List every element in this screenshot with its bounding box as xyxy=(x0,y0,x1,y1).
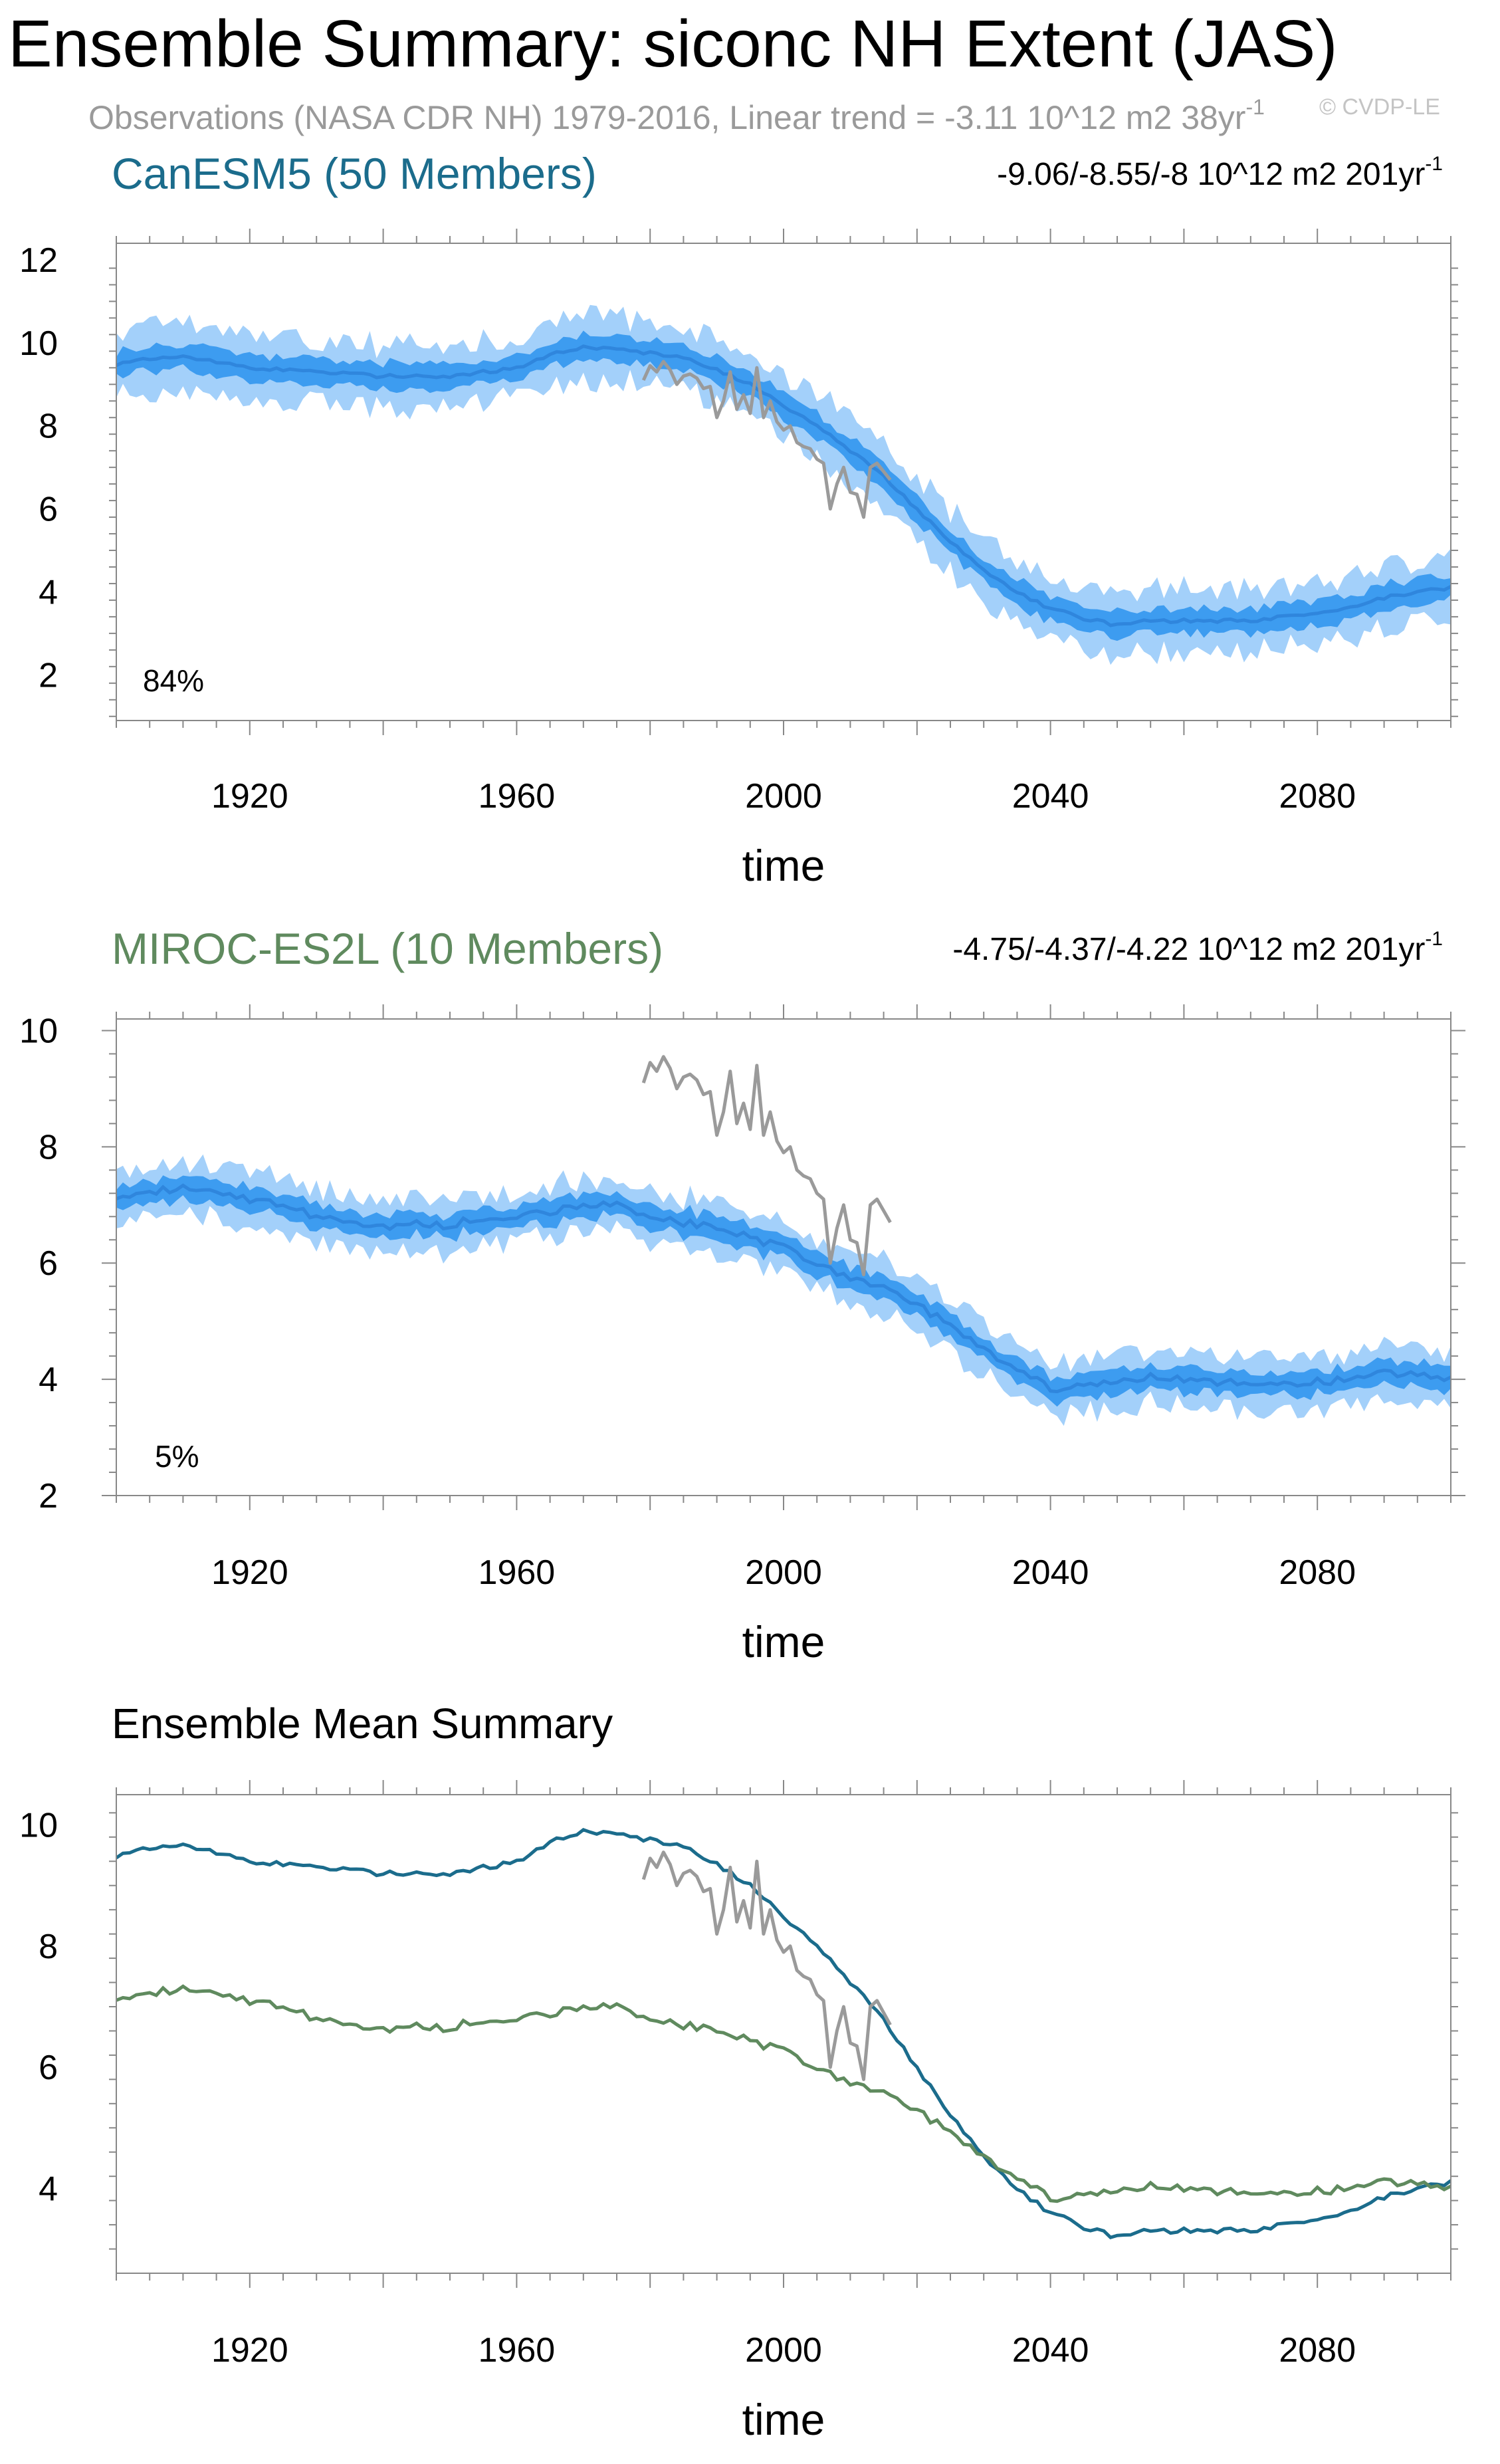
x-tick-label: 1920 xyxy=(211,1553,288,1592)
x-tick-label: 1960 xyxy=(479,777,556,816)
x-tick-label: 1960 xyxy=(479,1553,556,1592)
chart-panel-3: Ensemble Mean Summary 1920 1960 2000 2040 208… xyxy=(19,1700,1458,2444)
y-tick-label: 6 xyxy=(39,491,58,529)
y-tick-label: 4 xyxy=(39,1361,58,1399)
subtitle-exponent: -1 xyxy=(1245,95,1264,119)
y-tick-label: 8 xyxy=(39,407,58,446)
x-tick-label: 2080 xyxy=(1279,777,1356,816)
x-tick-label: 2000 xyxy=(745,777,822,816)
plot-area xyxy=(116,304,1451,665)
x-tick-label: 2080 xyxy=(1279,2331,1356,2370)
y-tick-label: 4 xyxy=(39,573,58,612)
chart-panel-2: MIROC-ES2L (10 Members) -4.75/-4.37/-4.22… xyxy=(19,924,1465,1666)
plot-area xyxy=(116,1154,1451,1426)
series-line-1 xyxy=(116,1827,1451,2240)
x-tick-label: 2000 xyxy=(745,1553,822,1592)
panel-title: CanESM5 (50 Members) xyxy=(112,149,597,198)
trend-text: -9.06/-8.55/-8 10^12 m2 201yr xyxy=(997,157,1425,192)
chart-panel-1: CanESM5 (50 Members) -9.06/-8.55/-8 10^12… xyxy=(19,149,1458,890)
ensemble-mean-line xyxy=(116,1183,1451,1394)
trend-exponent: -1 xyxy=(1425,928,1443,950)
y-tick-label: 12 xyxy=(19,241,58,280)
x-axis-label: time xyxy=(742,2395,825,2444)
panels-container: CanESM5 (50 Members) -9.06/-8.55/-8 10^12… xyxy=(19,149,1465,2444)
trend-label: -9.06/-8.55/-8 10^12 m2 201yr-1 xyxy=(997,153,1443,192)
plot-area xyxy=(116,1827,1451,2240)
figure-subtitle: Observations (NASA CDR NH) 1979-2016, Li… xyxy=(88,95,1265,136)
y-tick-label: 2 xyxy=(39,656,58,695)
ensemble-inner-band xyxy=(116,1175,1451,1407)
y-tick-label: 10 xyxy=(19,1807,58,1845)
trend-exponent: -1 xyxy=(1425,153,1443,175)
panel-title: Ensemble Mean Summary xyxy=(112,1700,613,1747)
y-tick-label: 8 xyxy=(39,1928,58,1966)
figure-title: Ensemble Summary: siconc NH Extent (JAS) xyxy=(8,7,1338,81)
watermark: © CVDP-LE xyxy=(1319,94,1440,120)
trend-text: -4.75/-4.37/-4.22 10^12 m2 201yr xyxy=(952,932,1425,967)
percent-label: 84% xyxy=(143,663,204,698)
y-tick-label: 6 xyxy=(39,2049,58,2087)
x-axis-label: time xyxy=(742,841,825,890)
y-tick-label: 4 xyxy=(39,2170,58,2208)
x-tick-label: 2040 xyxy=(1012,2331,1089,2370)
observations-line xyxy=(641,360,892,519)
ensemble-inner-band xyxy=(116,330,1451,641)
x-tick-label: 2000 xyxy=(745,2331,822,2370)
observations-line xyxy=(641,1055,892,1277)
x-tick-label: 1920 xyxy=(211,2331,288,2370)
x-axis-label: time xyxy=(742,1617,825,1666)
x-tick-label: 1960 xyxy=(479,2331,556,2370)
y-tick-label: 10 xyxy=(19,1012,58,1050)
y-tick-label: 8 xyxy=(39,1128,58,1167)
panel-title: MIROC-ES2L (10 Members) xyxy=(112,924,663,973)
observations-line xyxy=(641,1850,892,2081)
x-tick-label: 2040 xyxy=(1012,1553,1089,1592)
y-tick-label: 10 xyxy=(19,324,58,363)
y-tick-label: 2 xyxy=(39,1477,58,1515)
y-tick-label: 6 xyxy=(39,1244,58,1283)
trend-label: -4.75/-4.37/-4.22 10^12 m2 201yr-1 xyxy=(952,928,1443,967)
series-line-2 xyxy=(116,1984,1451,2203)
x-tick-label: 2040 xyxy=(1012,777,1089,816)
ensemble-outer-band xyxy=(116,304,1451,665)
ensemble-mean-line xyxy=(116,344,1451,627)
x-tick-label: 1920 xyxy=(211,777,288,816)
percent-label: 5% xyxy=(155,1439,199,1474)
subtitle-text: Observations (NASA CDR NH) 1979-2016, Li… xyxy=(88,99,1245,136)
x-tick-label: 2080 xyxy=(1279,1553,1356,1592)
